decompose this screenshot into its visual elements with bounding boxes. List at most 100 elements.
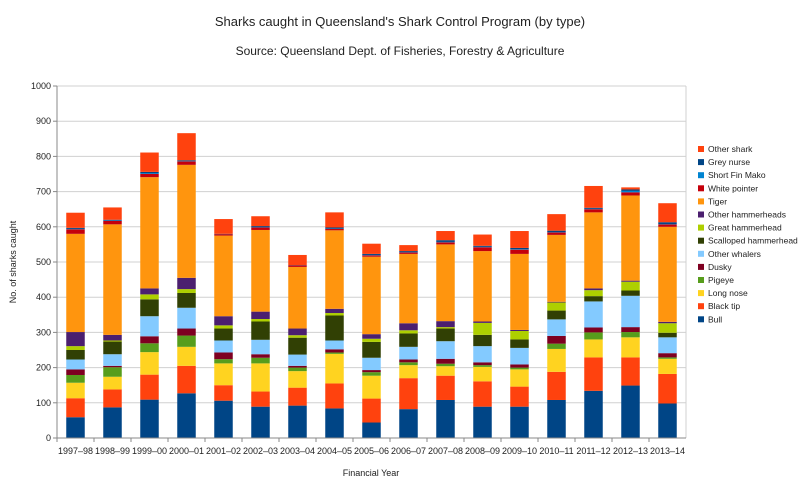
bar-segment-pigeye: [399, 362, 418, 365]
bar-segment-black-tip: [621, 357, 640, 385]
bar-segment-white-pointer: [547, 232, 566, 234]
legend-swatch: [698, 290, 704, 296]
bar-segment-bull: [214, 401, 233, 438]
bar-segment-tiger: [473, 251, 492, 321]
bar-segment-tiger: [140, 177, 159, 288]
bar-segment-long-nose: [325, 354, 344, 384]
bar-segment-other-hammerheads: [584, 288, 603, 290]
bar-segment-black-tip: [399, 378, 418, 409]
bar-segment-grey-nurse: [510, 248, 529, 249]
bar-segment-other-hammerheads: [399, 323, 418, 330]
bar-segment-other-shark: [288, 255, 307, 265]
bar-segment-great-hammerhead: [658, 323, 677, 333]
x-tick-label: 2001–02: [206, 446, 241, 456]
bar-segment-other-hammerheads: [325, 309, 344, 313]
bar-segment-black-tip: [584, 357, 603, 390]
bar-segment-long-nose: [621, 337, 640, 357]
bar-segment-tiger: [288, 267, 307, 329]
bar-segment-other-shark: [140, 153, 159, 172]
bar-segment-other-hammerheads: [473, 321, 492, 322]
bar-segment-great-hammerhead: [140, 294, 159, 299]
x-tick-label: 1997–98: [58, 446, 93, 456]
y-tick-label: 900: [36, 116, 51, 126]
bar-segment-long-nose: [251, 363, 270, 391]
bar-segment-pigeye: [362, 372, 381, 376]
bar-segment-other-whalers: [510, 348, 529, 365]
bar-segment-scalloped-hammerhead: [658, 333, 677, 338]
bar-segment-tiger: [251, 230, 270, 312]
bar-segment-other-hammerheads: [436, 321, 455, 327]
bar-segment-bull: [621, 386, 640, 438]
legend-label: Bull: [708, 314, 722, 324]
bar-segment-white-pointer: [399, 252, 418, 253]
x-tick-label: 2005–06: [354, 446, 389, 456]
bar-segment-bull: [547, 400, 566, 438]
bar-segment-pigeye: [658, 357, 677, 358]
bar-segment-dusky: [510, 364, 529, 367]
bar-segment-short-fin-mako: [140, 173, 159, 174]
bar-segment-great-hammerhead: [473, 323, 492, 335]
bar-segment-other-shark: [658, 203, 677, 222]
bar-segment-great-hammerhead: [103, 340, 122, 341]
bar-segment-grey-nurse: [103, 220, 122, 221]
bar-segment-other-shark: [399, 245, 418, 251]
bar-segment-other-hammerheads: [66, 332, 85, 346]
bar-segment-white-pointer: [325, 229, 344, 230]
bar-segment-bull: [103, 407, 122, 438]
bar-segment-other-shark: [584, 186, 603, 208]
bar-segment-white-pointer: [66, 229, 85, 234]
bar-segment-grey-nurse: [177, 160, 196, 161]
bar-segment-pigeye: [584, 332, 603, 339]
bar-segment-other-whalers: [547, 319, 566, 336]
legend-swatch: [698, 251, 704, 257]
bar-segment-black-tip: [140, 375, 159, 400]
bar-segment-other-hammerheads: [362, 334, 381, 339]
bar-segment-tiger: [436, 244, 455, 321]
x-tick-label: 2003–04: [280, 446, 315, 456]
bar-segment-other-whalers: [214, 340, 233, 352]
bar-segment-scalloped-hammerhead: [325, 316, 344, 341]
bar-segment-bull: [140, 400, 159, 438]
bar-segment-great-hammerhead: [177, 289, 196, 293]
y-tick-label: 700: [36, 187, 51, 197]
legend-label: Black tip: [708, 301, 740, 311]
bar-segment-black-tip: [214, 385, 233, 400]
bar-segment-other-hammerheads: [177, 278, 196, 289]
bar-segment-other-shark: [214, 219, 233, 234]
x-tick-label: 2012–13: [613, 446, 648, 456]
bar-segment-dusky: [66, 369, 85, 375]
bar-segment-other-shark: [66, 213, 85, 228]
x-tick-label: 1998–99: [95, 446, 130, 456]
bar-segment-pigeye: [436, 364, 455, 366]
bar-segment-tiger: [66, 234, 85, 332]
bar-segment-black-tip: [510, 387, 529, 407]
bar-segment-bull: [399, 409, 418, 438]
legend-swatch: [698, 172, 704, 178]
bar-segment-tiger: [362, 257, 381, 334]
y-axis-title: No. of sharks caught: [8, 220, 18, 303]
bar-segment-bull: [473, 407, 492, 438]
legend-label: Other whalers: [708, 249, 761, 259]
bar-segment-other-shark: [621, 187, 640, 189]
bar-segment-long-nose: [288, 371, 307, 388]
bar-segment-white-pointer: [362, 255, 381, 256]
bar-segment-other-whalers: [325, 340, 344, 349]
bar-segment-other-shark: [251, 216, 270, 226]
bar-segment-white-pointer: [658, 224, 677, 226]
bar-segment-other-hammerheads: [510, 330, 529, 331]
legend-label: Grey nurse: [708, 157, 750, 167]
bar-segment-black-tip: [251, 392, 270, 407]
bar-segment-tiger: [547, 235, 566, 302]
bar-segment-other-hammerheads: [140, 288, 159, 294]
bar-segment-other-whalers: [177, 308, 196, 329]
legend-label: White pointer: [708, 183, 758, 193]
bar-segment-long-nose: [177, 347, 196, 366]
x-tick-label: 2011–12: [576, 446, 610, 456]
bar-segment-grey-nurse: [140, 172, 159, 173]
legend-label: Dusky: [708, 262, 732, 272]
bar-segment-tiger: [177, 165, 196, 278]
bar-segment-grey-nurse: [325, 228, 344, 229]
y-tick-label: 300: [36, 327, 51, 337]
x-axis-title: Financial Year: [343, 468, 400, 478]
bar-segment-tiger: [584, 212, 603, 288]
